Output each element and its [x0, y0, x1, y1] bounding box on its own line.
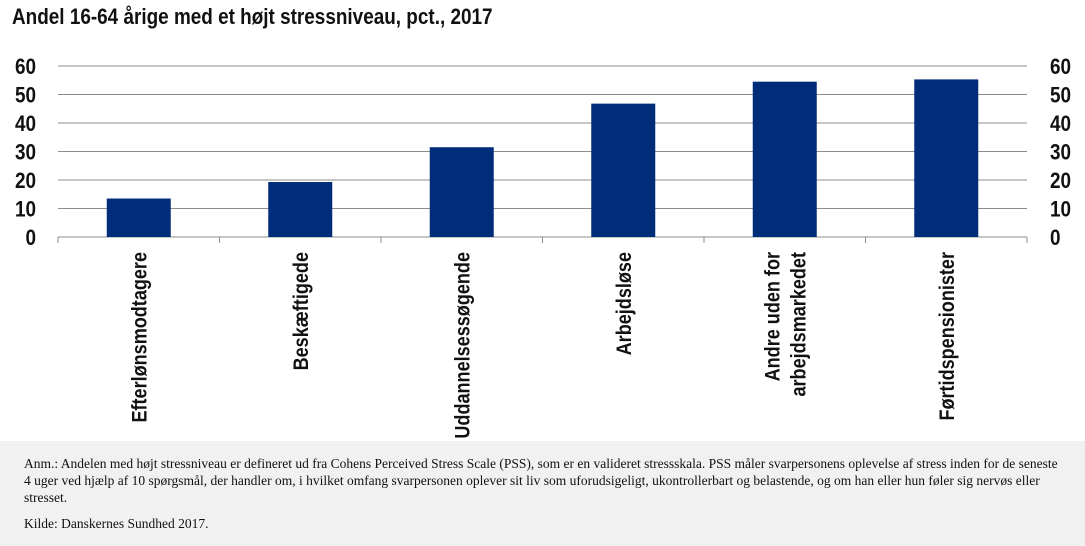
y-tick-label-left: 30: [15, 140, 36, 165]
category-label: Andre uden for: [762, 252, 786, 382]
chart-title: Andel 16-64 årige med et højt stressnive…: [12, 4, 493, 29]
category-label: arbejdsmarkedet: [788, 252, 812, 397]
bar: [429, 147, 494, 237]
bar: [914, 79, 979, 238]
y-tick-label-left: 0: [25, 226, 36, 251]
footnote-text: Anm.: Andelen med højt stressniveau er d…: [24, 456, 1058, 505]
category-label: Førtidspensionister: [936, 252, 960, 421]
y-tick-label-left: 50: [15, 83, 36, 108]
y-tick-label-right: 20: [1050, 169, 1071, 194]
bar-chart: 0 0 10 10 20 20 30 30 40 40 50 50 60 60 Efterlønsmodta…: [15, 55, 1071, 439]
bar: [268, 181, 333, 237]
bar: [752, 81, 817, 237]
bar: [591, 103, 656, 238]
y-tick-label-right: 0: [1050, 226, 1061, 251]
y-tick-label-left: 40: [15, 112, 36, 137]
category-label: Arbejdsløse: [613, 252, 637, 355]
y-tick-label-right: 50: [1050, 83, 1071, 108]
category-label: Efterlønsmodtagere: [129, 252, 153, 423]
category-label: Uddannelsessøgende: [452, 252, 476, 439]
bar: [106, 198, 171, 237]
y-tick-label-right: 40: [1050, 112, 1071, 137]
source-text: Kilde: Danskernes Sundhed 2017.: [24, 516, 209, 531]
footnote-box: Anm.: Andelen med højt stressniveau er d…: [0, 441, 1085, 546]
y-tick-label-left: 10: [15, 197, 36, 222]
y-tick-label-left: 20: [15, 169, 36, 194]
y-tick-label-left: 60: [15, 55, 36, 80]
category-label: Beskæftigede: [290, 252, 314, 370]
y-tick-label-right: 10: [1050, 197, 1071, 222]
y-tick-label-right: 60: [1050, 55, 1071, 80]
y-tick-label-right: 30: [1050, 140, 1071, 165]
